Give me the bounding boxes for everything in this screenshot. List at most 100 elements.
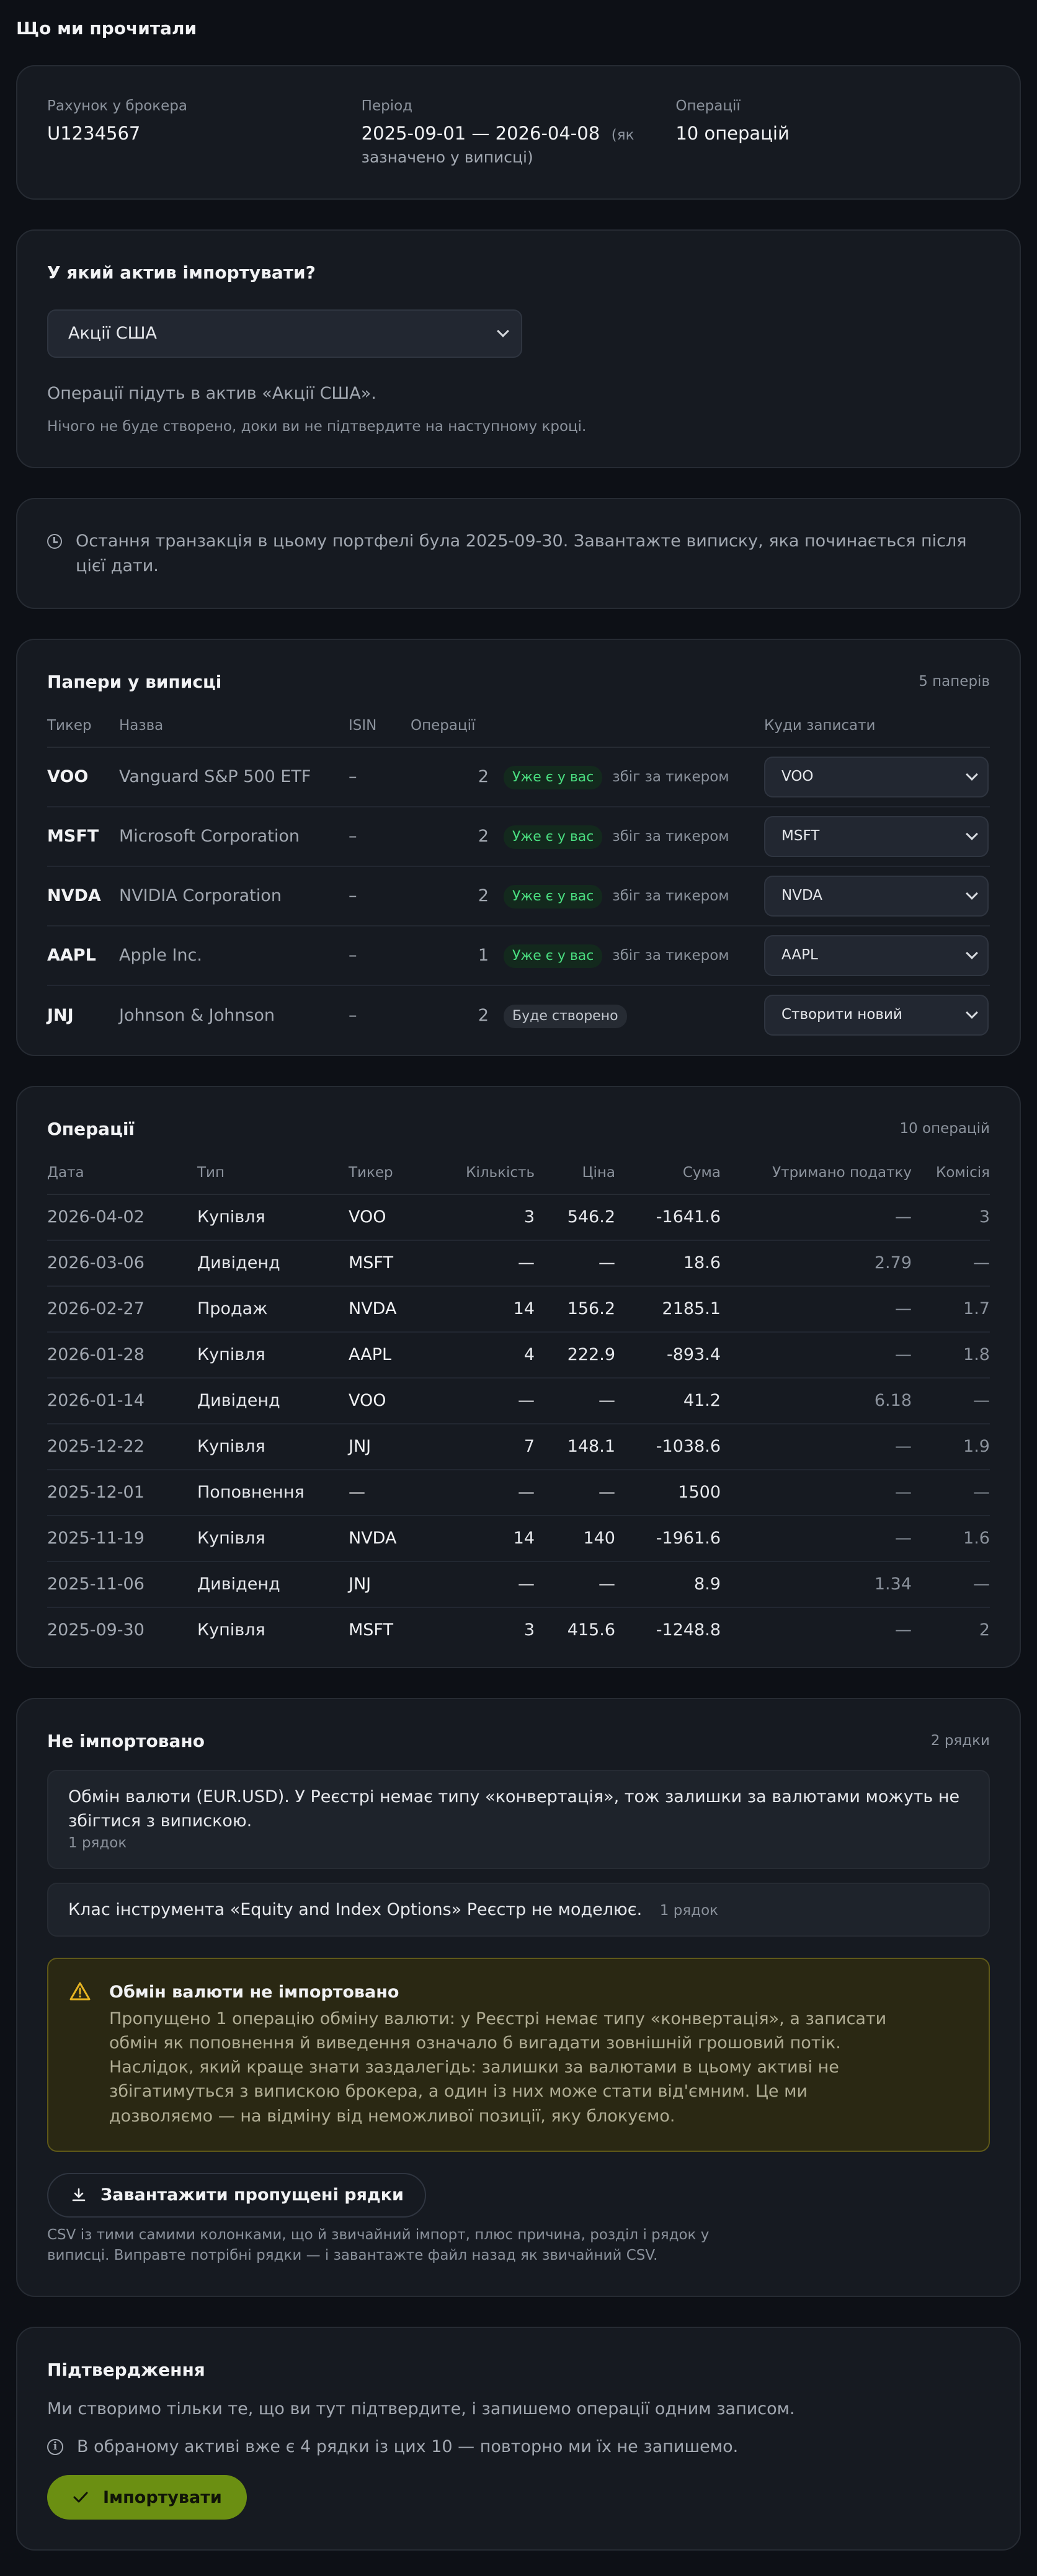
paper-status-badge: Уже є у вас [504, 766, 603, 790]
last-tx-text: Остання транзакція в цьому портфелі була… [76, 531, 967, 575]
operation-row: 2026-01-14 Дивіденд VOO — —41.2 6.18— [47, 1377, 990, 1424]
operations-count: 10 операцій [899, 1121, 990, 1137]
paper-row: NVDA NVIDIA Corporation –2 Уже є у вас збіг … [47, 866, 990, 926]
paper-status: Уже є у вас збіг за тикером [489, 747, 764, 807]
period-note-b: зазначено у виписці) [361, 148, 533, 167]
paper-target-value: Створити новий [781, 1006, 902, 1023]
op-type: Поповнення [197, 1469, 349, 1516]
paper-name: Vanguard S&P 500 ETF [119, 747, 349, 807]
operation-row: 2026-03-06 Дивіденд MSFT — —18.6 2.79— [47, 1240, 990, 1287]
asset-card: У який актив імпортувати? Акції США Опер… [16, 229, 1021, 469]
op-ticker: — [349, 1469, 442, 1516]
op-type: Купівля [197, 1620, 265, 1640]
page-title: Що ми прочитали [16, 18, 197, 38]
paper-target-cell: MSFT [764, 806, 990, 867]
op-price: 148.1 [535, 1423, 615, 1470]
info-icon: i [47, 2438, 63, 2455]
op-fee: — [912, 1561, 990, 1608]
op-qty: 14 [442, 1286, 535, 1333]
col-ticker: Тикер [349, 1163, 442, 1195]
paper-target-cell: AAPL [764, 925, 990, 986]
paper-target-select[interactable]: NVDA [764, 875, 989, 917]
import-button[interactable]: Імпортувати [47, 2475, 247, 2520]
op-tax: — [721, 1515, 912, 1562]
not-imported-count: 2 рядки [930, 1733, 990, 1749]
paper-row: JNJ Johnson & Johnson – 2 Буде створено Створ… [47, 985, 990, 1045]
op-tax: — [895, 1620, 912, 1640]
last-tx-card: Остання транзакція в цьому портфелі була… [16, 498, 1021, 609]
op-type: Дивіденд [197, 1561, 349, 1608]
operations-title: Операції [47, 1118, 135, 1139]
paper-ticker: VOO [47, 747, 119, 807]
operations-head: Операції 10 операцій [47, 1117, 990, 1142]
op-date: 2025-11-06 [47, 1561, 197, 1608]
paper-match: збіг за тикером [612, 828, 729, 845]
op-price: 140 [535, 1515, 615, 1562]
op-fee: 3 [912, 1194, 990, 1241]
op-qty: — [442, 1561, 535, 1608]
paper-target-select[interactable]: VOO [764, 756, 989, 797]
papers-header-row: Тикер Назва ISIN Операції Куди записати [47, 716, 990, 748]
paper-ops: 2 [411, 747, 489, 807]
op-date: 2026-04-02 [47, 1194, 197, 1241]
op-price: — [535, 1377, 615, 1424]
papers-table: Тикер Назва ISIN Операції Куди записати … [47, 716, 990, 1044]
account-value: U1234567 [47, 122, 141, 144]
last-tx-row: Остання транзакція в цьому портфелі була… [47, 529, 990, 577]
col-status [489, 716, 764, 748]
paper-target-cell: Створити новий [764, 985, 990, 1045]
col-type: Тип [197, 1163, 349, 1195]
op-sum: -1248.8 [656, 1620, 721, 1640]
asset-hint: Операції підуть в актив «Акції США». [47, 383, 376, 403]
operations-header-row: Дата Тип Тикер Кількість Ціна Сума Утрим… [47, 1163, 990, 1195]
confirm-title: Підтвердження [47, 2360, 205, 2381]
op-ticker: AAPL [349, 1331, 442, 1379]
paper-ops: 1 [411, 925, 489, 986]
op-ticker: NVDA [349, 1515, 442, 1562]
paper-target-select[interactable]: AAPL [764, 935, 989, 976]
confirm-card: Підтвердження Ми створимо тільки те, що … [16, 2327, 1021, 2551]
import-label: Імпортувати [103, 2487, 222, 2507]
op-type: Купівля [197, 1194, 349, 1241]
op-tax: 2.79 [721, 1240, 912, 1287]
op-tax: — [721, 1469, 912, 1516]
asset-select-value: Акції США [68, 324, 157, 344]
paper-isin: – [349, 866, 411, 926]
op-fee: 1.8 [912, 1331, 990, 1379]
col-ops: Операції [411, 716, 489, 748]
op-fee: 1.7 [912, 1286, 990, 1333]
not-imported-card: Не імпортовано 2 рядки Обмін валюти (EUR… [16, 1697, 1021, 2298]
paper-name: NVIDIA Corporation [119, 866, 349, 926]
op-price: — [535, 1240, 615, 1287]
fx-warning: Обмін валюти не імпортовано Пропущено 1 … [47, 1957, 990, 2152]
chevron-down-icon [966, 1006, 978, 1019]
paper-target-select[interactable]: Створити новий [764, 995, 989, 1036]
op-ticker: MSFT [349, 1620, 393, 1640]
paper-match: збіг за тикером [612, 769, 729, 786]
skipped-item: Клас інструмента «Equity and Index Optio… [47, 1882, 990, 1937]
op-type: Продаж [197, 1286, 349, 1333]
not-imported-head: Не імпортовано 2 рядки [47, 1729, 990, 1754]
skipped-item-rows: 1 рядок [68, 1835, 127, 1852]
col-name: Назва [119, 716, 349, 748]
op-fee: — [912, 1377, 990, 1424]
period-value: 2025-09-01 — 2026-04-08 [361, 122, 600, 144]
col-price: Ціна [535, 1163, 615, 1195]
operation-row: 2026-01-28 Купівля AAPL 4 222.9 -893.4—1.8 [47, 1331, 990, 1379]
op-type: Купівля [197, 1423, 349, 1470]
download-skipped-button[interactable]: Завантажити пропущені рядки [47, 2172, 426, 2218]
operation-row: 2025-12-22 Купівля JNJ 7 148.1 -1038.6—1.9 [47, 1423, 990, 1470]
papers-head: Папери у виписці 5 паперів [47, 670, 990, 695]
ops-value: 10 операцій [675, 122, 790, 144]
paper-target-select[interactable]: MSFT [764, 815, 989, 857]
op-type: Дивіденд [197, 1240, 349, 1287]
op-tax: 1.34 [721, 1561, 912, 1608]
asset-select[interactable]: Акції США [47, 309, 522, 358]
operation-row: 2025-09-30 Купівля MSFT 3 415.6 -1248.8 — 2 [47, 1607, 990, 1653]
download-note: CSV із тими самими колонками, що й звича… [47, 2226, 710, 2264]
skipped-item-text: Клас інструмента «Equity and Index Optio… [68, 1899, 643, 1919]
paper-name: Johnson & Johnson [119, 1005, 275, 1025]
period-value-line: 2025-09-01 — 2026-04-08 (як [362, 120, 664, 146]
col-tax: Утримано податку [721, 1163, 912, 1195]
paper-status: Уже є у вас збіг за тикером [489, 866, 764, 926]
